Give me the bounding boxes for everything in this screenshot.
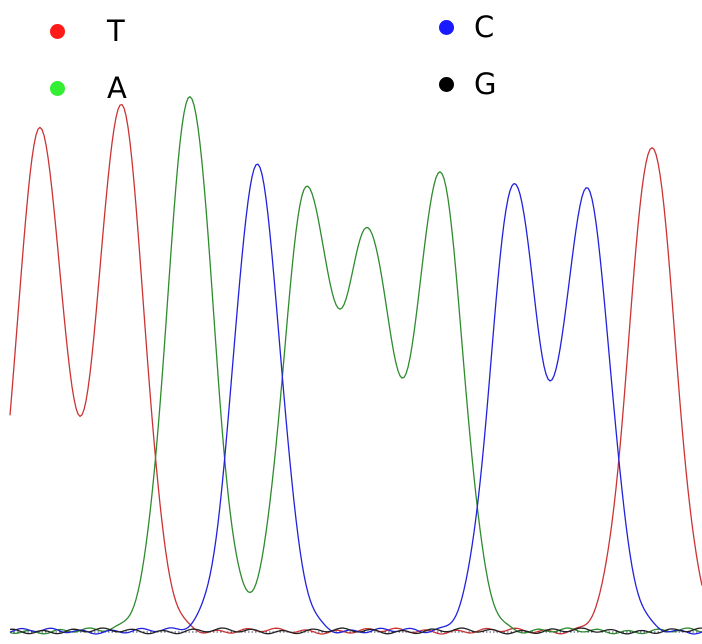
legend-item-c: C	[439, 10, 494, 44]
legend-item-g: G	[439, 67, 496, 101]
legend-dot-g	[439, 76, 454, 92]
trace-c	[9, 163, 702, 635]
legend-item-t: T	[50, 14, 125, 48]
legend-label-a: A	[107, 71, 127, 105]
trace-g	[9, 627, 702, 635]
legend-item-a: A	[50, 71, 127, 105]
legend-dot-a	[50, 80, 65, 96]
legend: T A C G	[0, 0, 702, 110]
trace-a	[9, 96, 702, 635]
legend-label-g: G	[474, 67, 497, 101]
legend-label-t: T	[107, 14, 125, 48]
trace-group	[9, 96, 702, 635]
trace-t	[9, 103, 702, 635]
legend-label-c: C	[474, 10, 495, 44]
legend-dot-t	[50, 23, 65, 39]
legend-dot-c	[439, 19, 454, 35]
